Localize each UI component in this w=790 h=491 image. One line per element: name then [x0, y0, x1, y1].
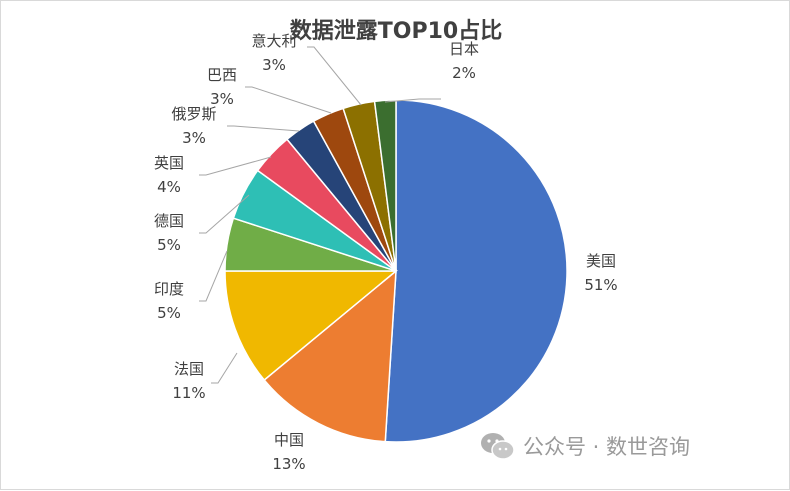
wechat-icon — [479, 431, 515, 461]
slice-value-label-7: 3% — [210, 90, 234, 108]
leader-line-9 — [384, 98, 441, 103]
slice-name-label-2: 法国 — [174, 360, 204, 378]
slice-name-label-5: 英国 — [154, 154, 184, 172]
slice-labels: 美国51%中国13%法国11%印度5%德国5%英国4%俄罗斯3%巴西3%意大利3… — [154, 32, 618, 473]
slice-name-label-8: 意大利 — [251, 32, 296, 50]
slice-name-label-9: 日本 — [449, 40, 479, 58]
watermark: 公众号 · 数世咨询 — [479, 431, 690, 461]
leader-line-6 — [227, 125, 300, 132]
leader-lines — [199, 46, 441, 384]
leader-line-2 — [211, 352, 238, 384]
leader-line-8 — [307, 46, 362, 106]
slice-name-label-6: 俄罗斯 — [171, 105, 216, 123]
slice-value-label-1: 13% — [272, 455, 305, 473]
slice-name-label-0: 美国 — [586, 252, 616, 270]
chart-title: 数据泄露TOP10占比 — [289, 19, 503, 44]
slice-name-label-4: 德国 — [154, 212, 184, 230]
slice-value-label-6: 3% — [182, 129, 206, 147]
slice-value-label-8: 3% — [262, 56, 286, 74]
leader-line-4 — [199, 194, 250, 234]
slice-name-label-3: 印度 — [154, 280, 184, 298]
leader-line-5 — [199, 156, 272, 176]
slice-name-label-1: 中国 — [274, 431, 304, 449]
slice-name-label-7: 巴西 — [207, 66, 237, 84]
watermark-text: 公众号 · 数世咨询 — [523, 435, 691, 459]
slice-value-label-0: 51% — [584, 276, 617, 294]
slice-value-label-2: 11% — [172, 384, 205, 402]
slice-value-label-5: 4% — [157, 178, 181, 196]
leader-line-7 — [245, 86, 332, 114]
slice-value-label-3: 5% — [157, 304, 181, 322]
pie-slices — [224, 99, 568, 443]
slice-value-label-4: 5% — [157, 236, 181, 254]
pie-slice-1 — [263, 269, 397, 443]
slice-value-label-9: 2% — [452, 64, 476, 82]
pie-slice-0 — [384, 99, 568, 443]
pie-slice-2 — [224, 270, 399, 382]
pie-slice-9 — [373, 99, 397, 272]
leader-line-3 — [199, 250, 228, 302]
